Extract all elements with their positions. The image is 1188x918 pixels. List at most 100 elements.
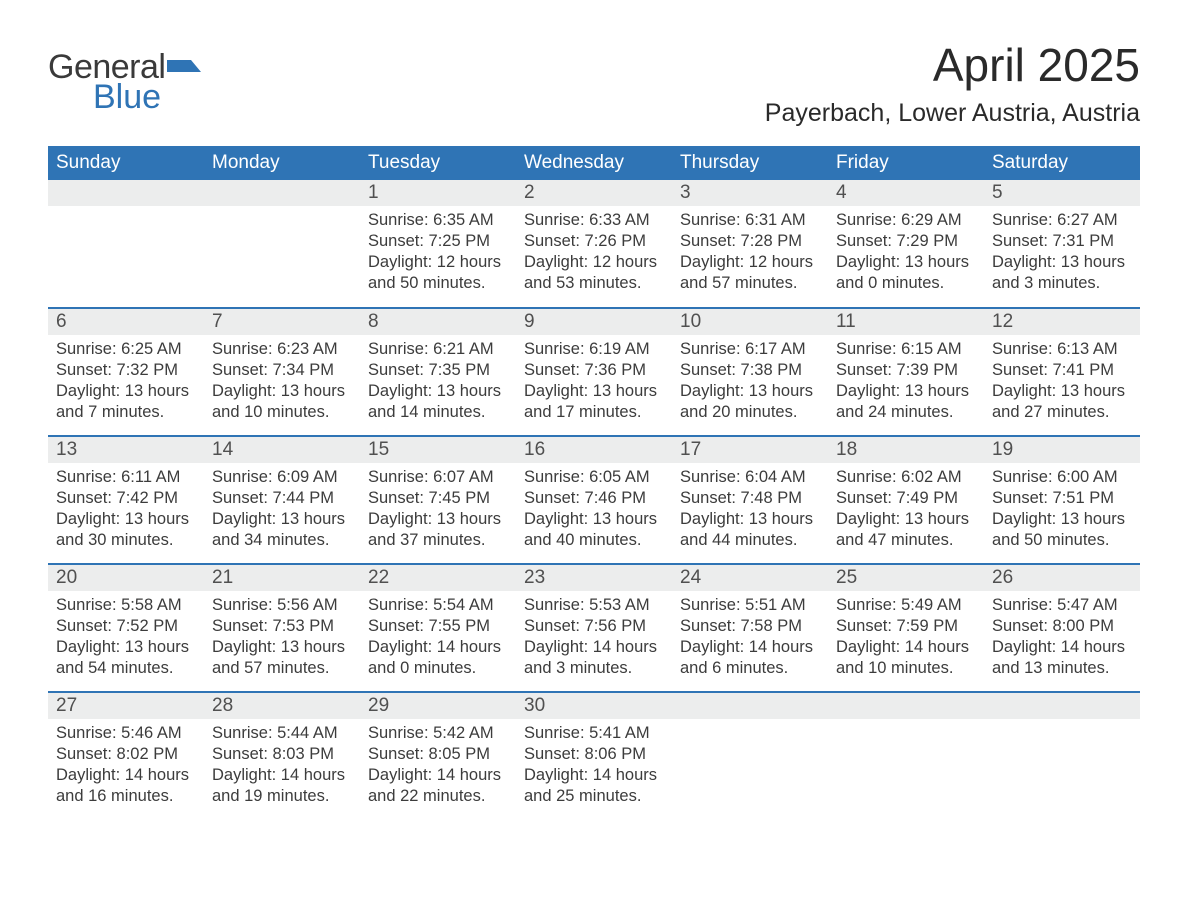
day-number: 26 [984,565,1140,591]
sunset-line: Sunset: 7:36 PM [524,361,646,379]
flag-icon [167,50,201,84]
day-details: Sunrise: 6:11 AMSunset: 7:42 PMDaylight:… [48,463,204,559]
calendar-day-cell: 28Sunrise: 5:44 AMSunset: 8:03 PMDayligh… [204,692,360,820]
weekday-header: Saturday [984,146,1140,180]
weekday-header: Friday [828,146,984,180]
day-number: 19 [984,437,1140,463]
sunrise-line: Sunrise: 6:15 AM [836,340,962,358]
sunrise-line: Sunrise: 5:44 AM [212,724,338,742]
daylight-line: Daylight: 14 hours and 0 minutes. [368,638,501,677]
weekday-header: Sunday [48,146,204,180]
calendar-day-cell: 24Sunrise: 5:51 AMSunset: 7:58 PMDayligh… [672,564,828,692]
day-number: 1 [360,180,516,206]
day-details: Sunrise: 6:35 AMSunset: 7:25 PMDaylight:… [360,206,516,302]
day-number: 13 [48,437,204,463]
daylight-line: Daylight: 13 hours and 54 minutes. [56,638,189,677]
day-details: Sunrise: 6:00 AMSunset: 7:51 PMDaylight:… [984,463,1140,559]
sunrise-line: Sunrise: 5:41 AM [524,724,650,742]
sunset-line: Sunset: 7:51 PM [992,489,1114,507]
sunset-line: Sunset: 7:44 PM [212,489,334,507]
calendar-week-row: 6 Sunrise: 6:25 AM Sunset: 7:32 PM Daylight… [48,308,1140,436]
daylight-line: Daylight: 14 hours and 19 minutes. [212,766,345,805]
day-number: 21 [204,565,360,591]
day-details: Sunrise: 6:29 AMSunset: 7:29 PMDaylight:… [828,206,984,302]
day-number: 24 [672,565,828,591]
sunset-line: Sunset: 8:05 PM [368,745,490,763]
calendar-day-cell: 27Sunrise: 5:46 AMSunset: 8:02 PMDayligh… [48,692,204,820]
day-number: 9 [516,309,672,335]
calendar-day-cell: 22Sunrise: 5:54 AMSunset: 7:55 PMDayligh… [360,564,516,692]
day-details [672,719,828,731]
daylight-line: Daylight: 13 hours and 57 minutes. [212,638,345,677]
day-number: 22 [360,565,516,591]
day-number: 2 [516,180,672,206]
daylight-line: Daylight: 13 hours and 37 minutes. [368,510,501,549]
day-details: Sunrise: 6:05 AMSunset: 7:46 PMDaylight:… [516,463,672,559]
day-details: Sunrise: 5:56 AMSunset: 7:53 PMDaylight:… [204,591,360,687]
sunset-line: Sunset: 7:25 PM [368,232,490,250]
sunset-line: Sunset: 8:03 PM [212,745,334,763]
calendar-day-cell: 18Sunrise: 6:02 AMSunset: 7:49 PMDayligh… [828,436,984,564]
sunset-line: Sunset: 7:41 PM [992,361,1114,379]
day-number: 12 [984,309,1140,335]
calendar-day-cell: 20Sunrise: 5:58 AMSunset: 7:52 PMDayligh… [48,564,204,692]
sunrise-line: Sunrise: 6:04 AM [680,468,806,486]
weekday-header: Thursday [672,146,828,180]
sunrise-line: Sunrise: 6:23 AM [212,340,338,358]
day-number: 6 [48,309,204,335]
sunset-line: Sunset: 7:32 PM [56,361,178,379]
sunset-line: Sunset: 8:06 PM [524,745,646,763]
calendar-day-cell [828,692,984,820]
sunset-line: Sunset: 7:34 PM [212,361,334,379]
calendar-day-cell: 8Sunrise: 6:21 AMSunset: 7:35 PMDaylight… [360,308,516,436]
location-subtitle: Payerbach, Lower Austria, Austria [765,99,1140,128]
day-number [204,180,360,206]
sunset-line: Sunset: 7:39 PM [836,361,958,379]
daylight-line: Daylight: 13 hours and 10 minutes. [212,382,345,421]
sunrise-line: Sunrise: 6:07 AM [368,468,494,486]
sunrise-line: Sunrise: 6:31 AM [680,211,806,229]
sunrise-line: Sunrise: 5:58 AM [56,596,182,614]
sunrise-line: Sunrise: 6:33 AM [524,211,650,229]
sunrise-line: Sunrise: 6:00 AM [992,468,1118,486]
sunrise-line: Sunrise: 6:25 AM [56,340,182,358]
calendar-day-cell: 10Sunrise: 6:17 AMSunset: 7:38 PMDayligh… [672,308,828,436]
day-details: Sunrise: 5:46 AMSunset: 8:02 PMDaylight:… [48,719,204,815]
day-details: Sunrise: 6:07 AMSunset: 7:45 PMDaylight:… [360,463,516,559]
day-number: 17 [672,437,828,463]
calendar-day-cell: 3Sunrise: 6:31 AMSunset: 7:28 PMDaylight… [672,180,828,308]
day-number: 4 [828,180,984,206]
daylight-line: Daylight: 13 hours and 27 minutes. [992,382,1125,421]
brand-word-2: Blue [48,80,201,114]
daylight-line: Daylight: 14 hours and 10 minutes. [836,638,969,677]
daylight-line: Daylight: 13 hours and 3 minutes. [992,253,1125,292]
sunset-line: Sunset: 7:31 PM [992,232,1114,250]
calendar-day-cell [48,180,204,308]
day-number: 18 [828,437,984,463]
calendar-page: General Blue April 2025 Payerbach, Lower… [0,0,1188,860]
calendar-day-cell: 7Sunrise: 6:23 AMSunset: 7:34 PMDaylight… [204,308,360,436]
day-number: 30 [516,693,672,719]
sunset-line: Sunset: 7:35 PM [368,361,490,379]
sunrise-line: Sunrise: 5:56 AM [212,596,338,614]
daylight-line: Daylight: 13 hours and 14 minutes. [368,382,501,421]
day-number: 3 [672,180,828,206]
daylight-line: Daylight: 13 hours and 34 minutes. [212,510,345,549]
day-details: Sunrise: 5:49 AMSunset: 7:59 PMDaylight:… [828,591,984,687]
calendar-day-cell: 5Sunrise: 6:27 AMSunset: 7:31 PMDaylight… [984,180,1140,308]
daylight-line: Daylight: 13 hours and 24 minutes. [836,382,969,421]
calendar-day-cell: 1Sunrise: 6:35 AMSunset: 7:25 PMDaylight… [360,180,516,308]
weekday-header: Wednesday [516,146,672,180]
calendar-day-cell: 12Sunrise: 6:13 AMSunset: 7:41 PMDayligh… [984,308,1140,436]
sunset-line: Sunset: 7:48 PM [680,489,802,507]
day-details: Sunrise: 5:58 AMSunset: 7:52 PMDaylight:… [48,591,204,687]
daylight-line: Daylight: 12 hours and 53 minutes. [524,253,657,292]
daylight-line: Daylight: 14 hours and 25 minutes. [524,766,657,805]
day-details: Sunrise: 6:19 AMSunset: 7:36 PMDaylight:… [516,335,672,431]
day-details: Sunrise: 6:02 AMSunset: 7:49 PMDaylight:… [828,463,984,559]
day-details: Sunrise: 6:04 AMSunset: 7:48 PMDaylight:… [672,463,828,559]
day-details: Sunrise: 5:53 AMSunset: 7:56 PMDaylight:… [516,591,672,687]
day-details: Sunrise: 5:54 AMSunset: 7:55 PMDaylight:… [360,591,516,687]
day-number: 11 [828,309,984,335]
sunset-line: Sunset: 7:56 PM [524,617,646,635]
